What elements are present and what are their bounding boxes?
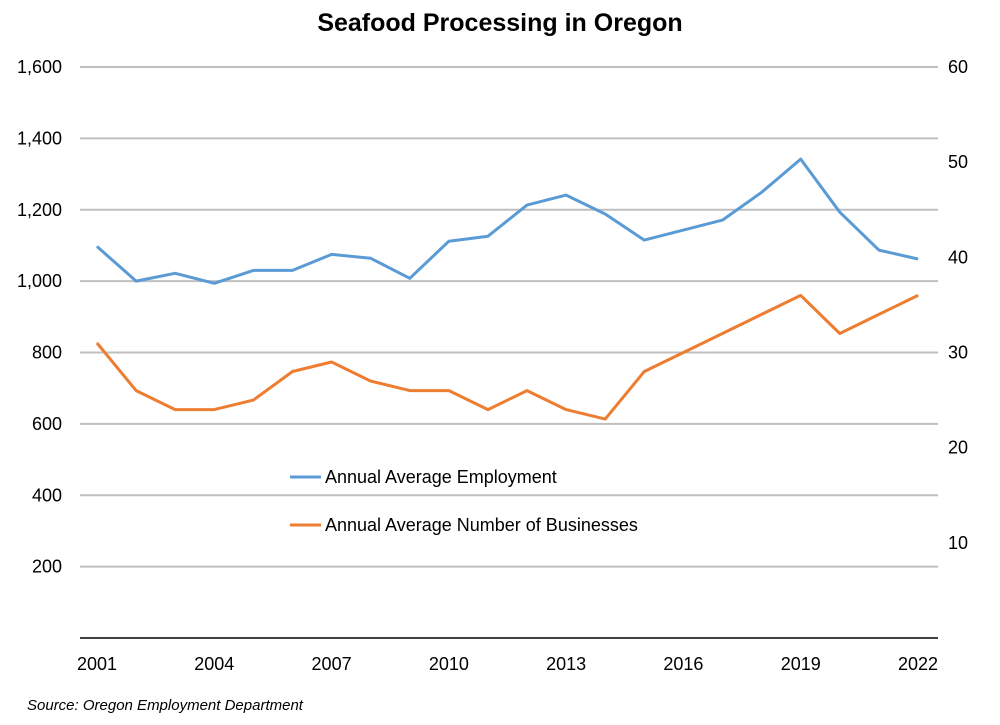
businesses-point [878,313,880,315]
businesses-line [95,293,919,421]
left-tick-label: 1,200 [17,200,62,220]
businesses-point [839,332,841,334]
businesses-point [448,390,450,392]
left-axis: 200 400 600 800 1,000 1,200 1,400 1,600 [17,57,62,577]
businesses-point [252,399,254,401]
right-tick-label: 60 [948,57,968,77]
x-tick-label: 2001 [77,654,117,674]
businesses-point [487,409,489,411]
employment-point [643,239,645,241]
employment-point [839,211,841,213]
employment-point [761,191,763,193]
chart-title: Seafood Processing in Oregon [317,9,682,37]
x-tick-label: 2013 [546,654,586,674]
source-note: Source: Oregon Employment Department [27,697,304,714]
x-axis: 2001 2004 2007 2010 2013 2016 2019 2022 [77,654,938,674]
right-tick-label: 10 [948,533,968,553]
right-tick-label: 50 [948,152,968,172]
left-tick-label: 800 [32,343,62,363]
employment-point [604,213,606,215]
left-tick-label: 1,600 [17,57,62,77]
employment-point [487,235,489,237]
series-lines [95,157,919,421]
employment-point [526,204,528,206]
businesses-point [96,342,98,344]
left-tick-label: 1,400 [17,128,62,148]
right-tick-label: 30 [948,343,968,363]
employment-line [96,157,919,285]
businesses-point [800,294,802,296]
employment-point [135,280,137,282]
businesses-point [174,409,176,411]
businesses-point [370,380,372,382]
left-tick-label: 1,000 [17,271,62,291]
legend-label-employment: Annual Average Employment [325,467,557,487]
employment-point [291,269,293,271]
businesses-point [604,418,606,420]
businesses-point [761,313,763,315]
businesses-point [682,352,684,353]
employment-point [917,258,919,260]
businesses-point [917,294,919,296]
employment-point [213,282,215,284]
x-tick-label: 2016 [663,654,703,674]
right-tick-label: 40 [948,247,968,267]
x-tick-label: 2007 [312,654,352,674]
x-tick-label: 2022 [898,654,938,674]
employment-point [722,219,724,221]
employment-point [174,272,176,274]
x-tick-label: 2010 [429,654,469,674]
employment-point [682,229,684,231]
left-tick-label: 400 [32,485,62,505]
employment-point [565,194,567,196]
employment-point [800,158,802,160]
businesses-point [409,390,411,392]
legend-label-businesses: Annual Average Number of Businesses [325,515,638,535]
businesses-point [526,390,528,392]
employment-point [96,246,98,248]
employment-point [370,257,372,259]
employment-point [331,253,333,255]
right-tick-label: 20 [948,438,968,458]
employment-point [878,249,880,251]
left-tick-label: 200 [32,557,62,577]
left-tick-label: 600 [32,414,62,434]
gridlines [80,66,938,568]
businesses-point [331,361,333,363]
x-tick-label: 2004 [194,654,234,674]
employment-point [409,277,411,279]
right-axis: 10 20 30 40 50 60 [948,57,968,553]
employment-point [448,240,450,242]
businesses-point [213,409,215,411]
businesses-point [135,390,137,392]
legend: Annual Average Employment Annual Average… [290,467,638,535]
businesses-point [643,371,645,373]
businesses-point [722,332,724,334]
businesses-point [291,371,293,373]
employment-point [252,269,254,271]
businesses-point [565,409,567,411]
x-tick-label: 2019 [781,654,821,674]
